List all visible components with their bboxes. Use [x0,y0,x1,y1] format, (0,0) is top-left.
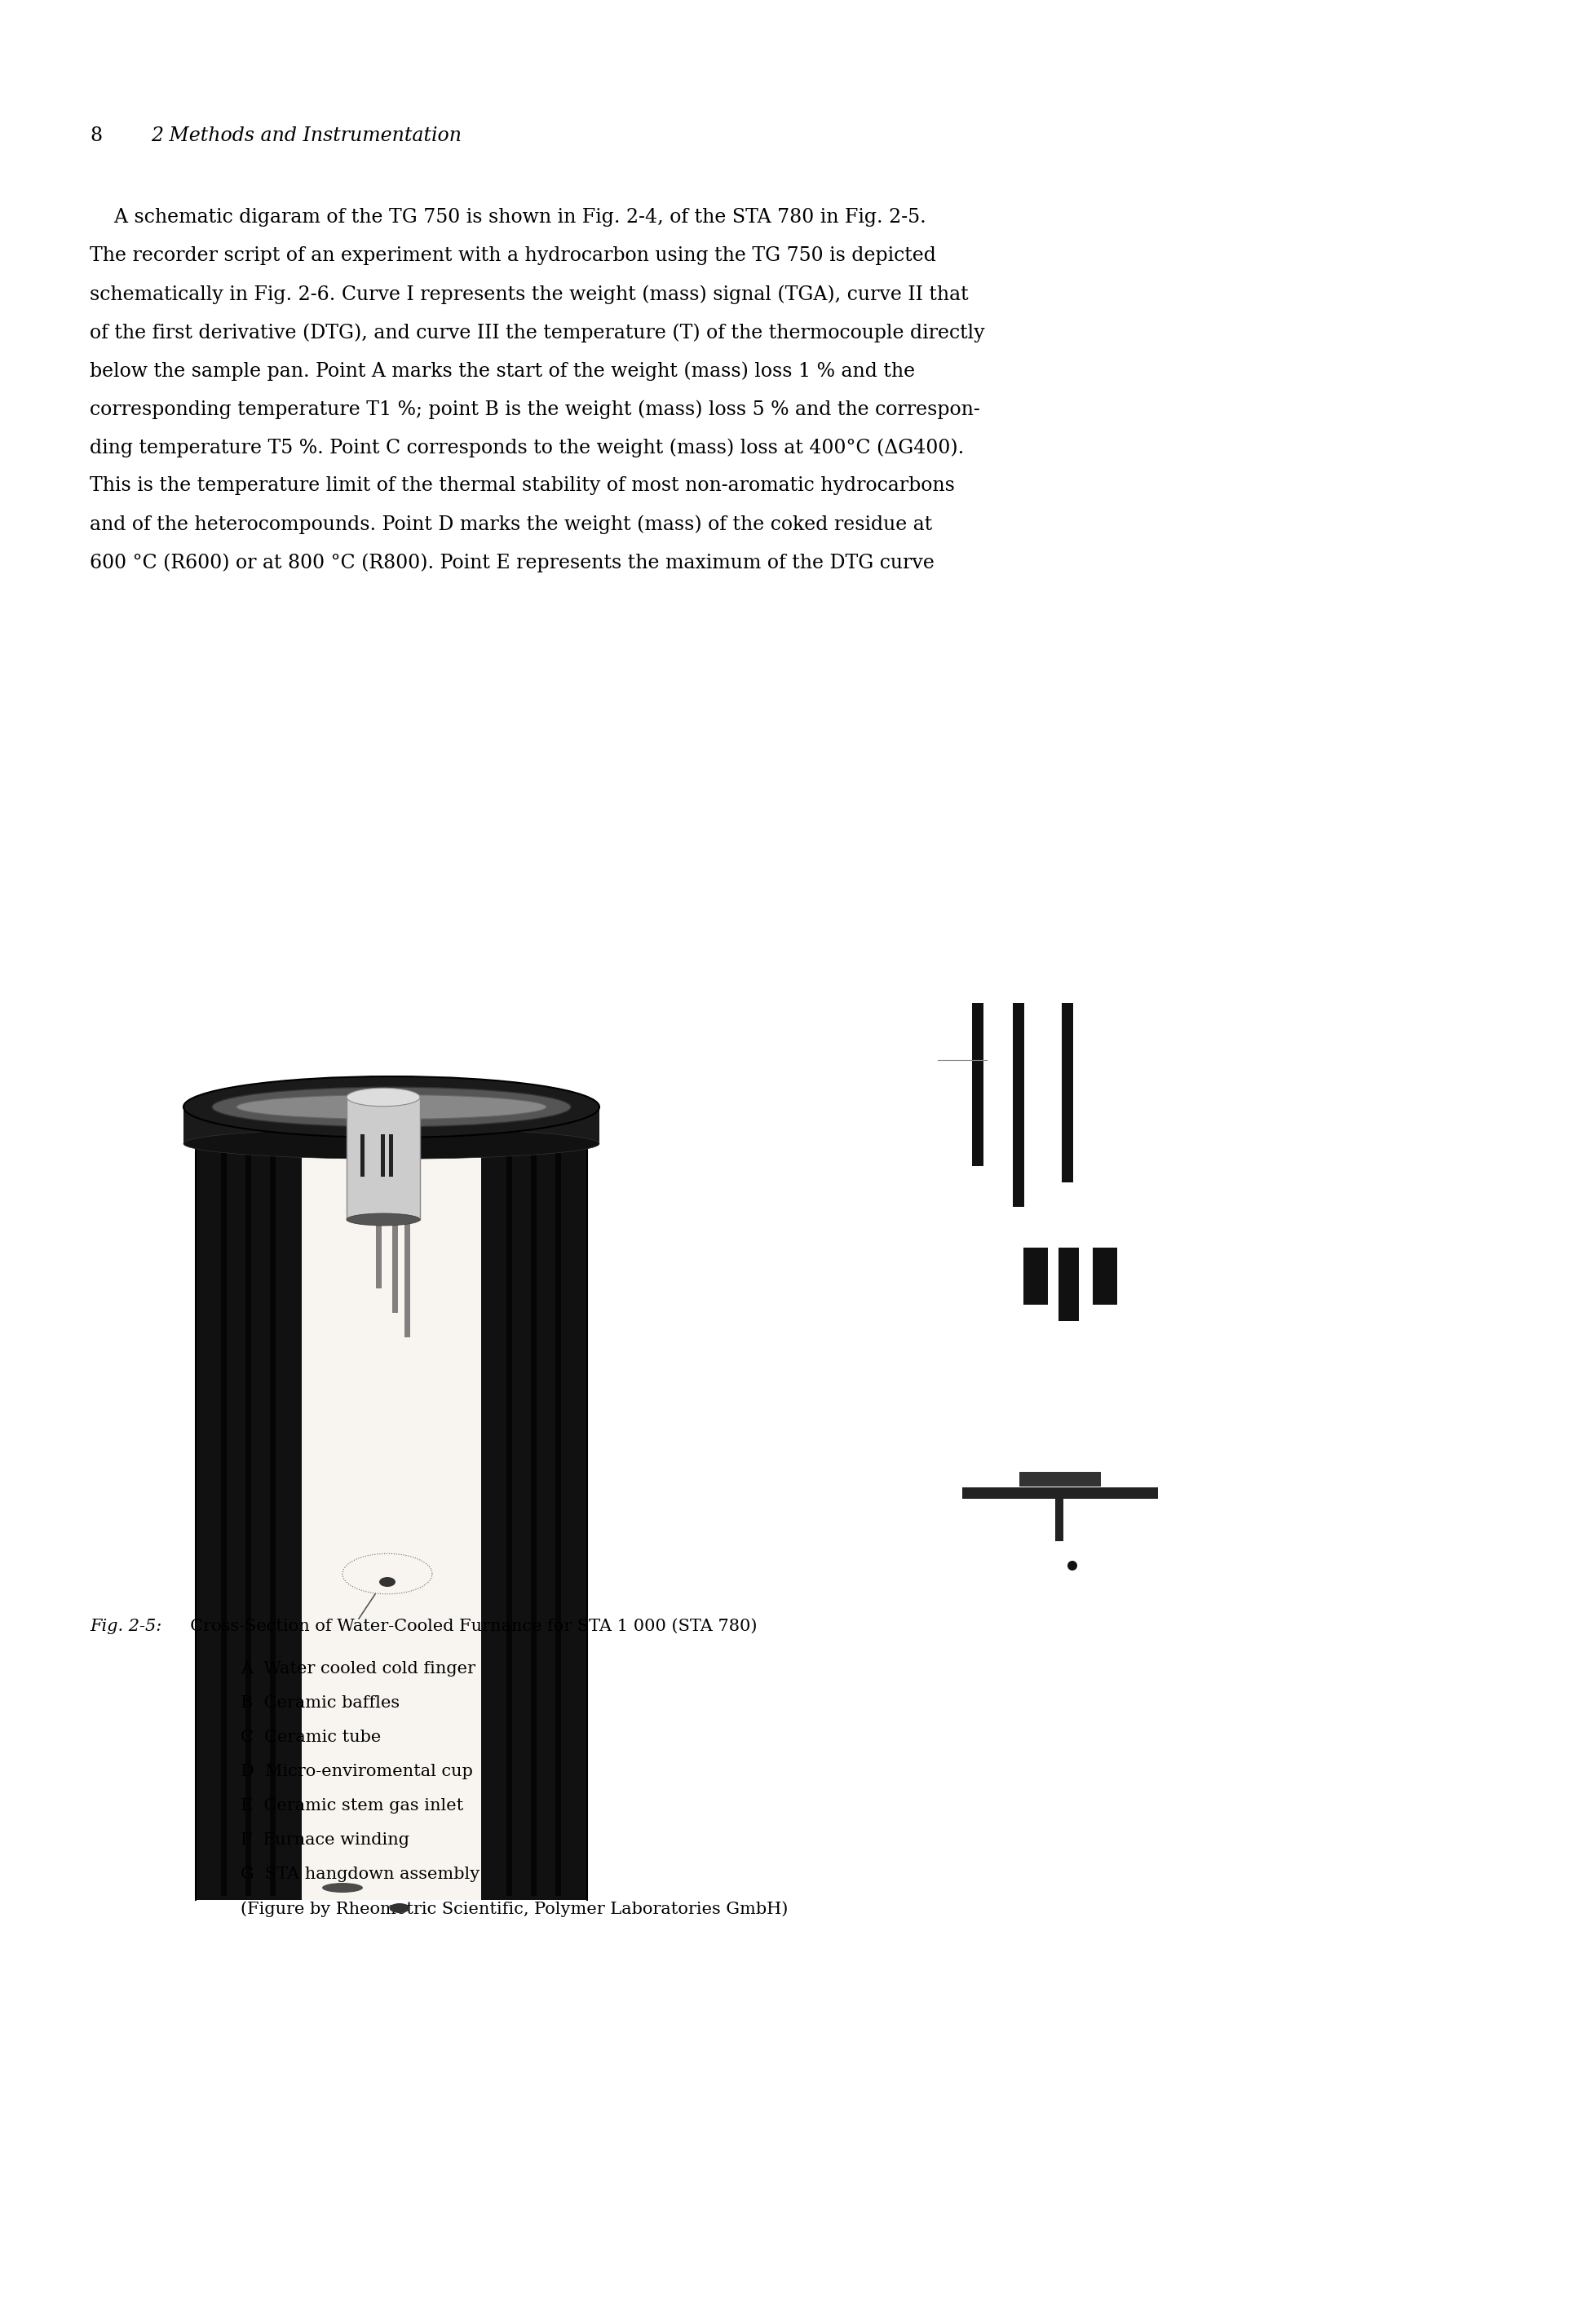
Bar [1020,1471,1101,1487]
Text: C  Ceramic tube: C Ceramic tube [240,1729,380,1745]
Text: Fig. 2-5:: Fig. 2-5: [89,1618,162,1634]
Bar [183,1106,600,1143]
Bar [388,1134,393,1176]
Text: G  STA hangdown assembly: G STA hangdown assembly [240,1866,480,1882]
Bar [1013,1004,1025,1206]
Text: of the first derivative (DTG), and curve III the temperature (T) of the thermoco: of the first derivative (DTG), and curve… [89,323,985,342]
Text: A schematic digaram of the TG 750 is shown in Fig. 2-4, of the STA 780 in Fig. 2: A schematic digaram of the TG 750 is sho… [89,207,926,228]
Bar [1061,1004,1074,1183]
Text: schematically in Fig. 2-6. Curve I represents the weight (mass) signal (TGA), cu: schematically in Fig. 2-6. Curve I repre… [89,284,969,304]
Ellipse shape [321,1882,363,1892]
Bar [1055,1497,1063,1541]
Ellipse shape [347,1213,420,1225]
Text: The recorder script of an experiment with a hydrocarbon using the TG 750 is depi: The recorder script of an experiment wit… [89,246,936,265]
Ellipse shape [183,1076,600,1136]
Text: 2 Methods and Instrumentation: 2 Methods and Instrumentation [151,125,461,144]
Text: B  Ceramic baffles: B Ceramic baffles [240,1694,399,1710]
Text: corresponding temperature T1 %; point B is the weight (mass) loss 5 % and the co: corresponding temperature T1 %; point B … [89,400,980,418]
Bar [404,1222,410,1336]
Ellipse shape [183,1129,600,1160]
Bar [963,1487,1158,1499]
Ellipse shape [347,1088,420,1106]
Bar [302,1125,480,1901]
Text: A  Water cooled cold finger: A Water cooled cold finger [240,1662,476,1676]
Bar [270,1129,275,1896]
Text: Cross-Section of Water-Cooled Furnance for STA 1 000 (STA 780): Cross-Section of Water-Cooled Furnance f… [180,1618,757,1634]
Bar [221,1129,226,1896]
Ellipse shape [237,1095,546,1120]
Bar [393,1222,398,1313]
Text: below the sample pan. Point A marks the start of the weight (mass) loss 1 % and : below the sample pan. Point A marks the … [89,360,915,381]
Text: E  Ceramic stem gas inlet: E Ceramic stem gas inlet [240,1799,463,1813]
Bar [531,1129,536,1896]
Text: F  Furnace winding: F Furnace winding [240,1831,409,1848]
Bar [361,1134,364,1176]
Bar [972,1004,983,1167]
Bar [555,1129,562,1896]
Bar [506,1129,512,1896]
Text: 8: 8 [89,125,102,144]
Bar [480,1125,587,1901]
Text: ding temperature T5 %. Point C corresponds to the weight (mass) loss at 400°C (Δ: ding temperature T5 %. Point C correspon… [89,437,964,458]
Ellipse shape [390,1903,410,1913]
Ellipse shape [1068,1562,1077,1571]
Bar [380,1134,385,1176]
Ellipse shape [379,1578,396,1587]
Bar [347,1097,420,1220]
Bar [1093,1248,1117,1304]
Bar [196,1125,302,1901]
Text: D  Micro-enviromental cup: D Micro-enviromental cup [240,1764,473,1780]
Bar [1058,1248,1079,1320]
Text: This is the temperature limit of the thermal stability of most non-aromatic hydr: This is the temperature limit of the the… [89,476,955,495]
Text: and of the heterocompounds. Point D marks the weight (mass) of the coked residue: and of the heterocompounds. Point D mark… [89,514,932,535]
Bar [1023,1248,1048,1304]
Bar [375,1222,382,1287]
Text: 600 °C (R600) or at 800 °C (R800). Point E represents the maximum of the DTG cur: 600 °C (R600) or at 800 °C (R800). Point… [89,553,934,572]
Text: (Figure by Rheometric Scientific, Polymer Laboratories GmbH): (Figure by Rheometric Scientific, Polyme… [240,1901,788,1917]
Ellipse shape [212,1088,571,1127]
Bar [245,1129,251,1896]
